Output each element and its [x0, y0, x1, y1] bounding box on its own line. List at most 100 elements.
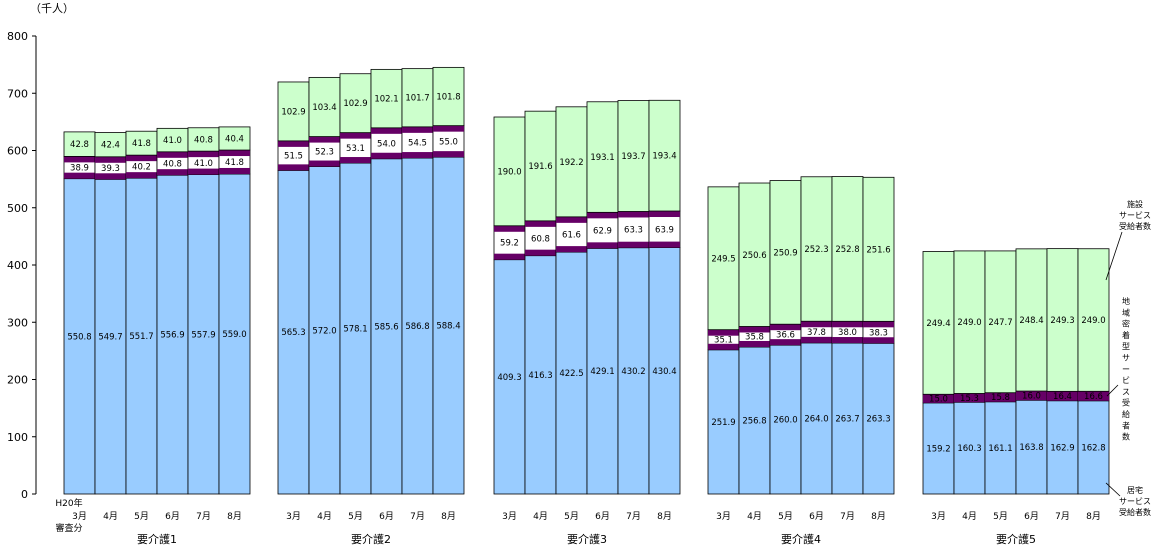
month-label: 5月	[134, 511, 149, 522]
shisetsu-bar	[831, 176, 864, 322]
chiiki-upper-band	[219, 150, 250, 157]
month-label: 8月	[227, 511, 242, 522]
chiiki-lower-band	[340, 157, 371, 164]
chiiki-lower-band	[739, 340, 770, 347]
legend-chiiki-text: 着	[1122, 330, 1130, 340]
month-label: 7月	[1055, 511, 1070, 522]
chiiki-value-label: 15.8	[991, 393, 1010, 403]
kyotaku-bar	[308, 166, 341, 495]
chiiki-value-label: 36.6	[776, 331, 795, 341]
shisetsu-value-label: 102.9	[281, 107, 305, 117]
month-label: 3月	[716, 511, 731, 522]
kyotaku-value-label: 162.9	[1050, 443, 1074, 453]
chiiki-lower-band	[708, 343, 739, 350]
month-label: 8月	[1086, 511, 1101, 522]
kyotaku-bar	[187, 174, 220, 495]
shisetsu-bar	[401, 68, 434, 128]
chiiki-value-label: 16.4	[1053, 392, 1072, 402]
kyotaku-value-label: 264.0	[804, 414, 828, 424]
chiiki-value-label: 15.3	[960, 394, 979, 404]
y-tick-label: 500	[7, 202, 28, 215]
chiiki-upper-band	[309, 136, 340, 143]
shisetsu-bar	[370, 68, 403, 129]
kyotaku-bar	[94, 178, 127, 495]
legend-shisetsu-text: サービス	[1119, 211, 1151, 220]
chiiki-value-label: 38.3	[869, 328, 888, 338]
month-label: 6月	[379, 511, 394, 522]
legend-chiiki-text: ビ	[1122, 376, 1130, 385]
legend-chiiki-text: 数	[1122, 432, 1130, 442]
chiiki-value-label: 41.8	[225, 158, 244, 168]
month-label: 3月	[72, 511, 87, 522]
kyotaku-bar	[370, 158, 403, 495]
chiiki-lower-band	[1047, 394, 1078, 401]
kyotaku-bar	[125, 177, 158, 495]
chiiki-upper-band	[402, 126, 433, 133]
chiiki-upper-band	[587, 212, 618, 219]
shisetsu-value-label: 40.4	[225, 134, 244, 144]
chiiki-value-label: 63.3	[624, 226, 643, 236]
shisetsu-value-label: 42.4	[101, 141, 120, 151]
kyotaku-bar	[401, 157, 434, 495]
kyotaku-value-label: 585.6	[374, 322, 398, 332]
shisetsu-bar	[984, 250, 1017, 394]
legend-chiiki-text: 給	[1122, 409, 1130, 419]
legend-kyotaku-text: サービス	[1119, 497, 1151, 506]
shisetsu-bar	[493, 116, 526, 227]
month-label: 4月	[103, 511, 118, 522]
chiiki-upper-band	[801, 321, 832, 328]
kyotaku-bar	[1077, 400, 1110, 495]
shisetsu-value-label: 192.2	[559, 158, 583, 168]
kyotaku-value-label: 551.7	[129, 332, 153, 342]
group-label: 要介護2	[351, 532, 391, 546]
shisetsu-bar	[738, 182, 771, 327]
shisetsu-value-label: 101.7	[405, 94, 429, 104]
kyotaku-value-label: 263.3	[866, 415, 890, 425]
first-month-suffix: 審査分	[55, 522, 82, 534]
legend-chiiki-text: 者	[1122, 421, 1130, 430]
chiiki-lower-band	[278, 164, 309, 171]
chiiki-upper-band	[985, 392, 1016, 399]
shisetsu-bar	[339, 73, 372, 134]
kyotaku-value-label: 429.1	[590, 367, 614, 377]
month-label: 4月	[533, 511, 548, 522]
chiiki-upper-band	[1016, 391, 1047, 398]
shisetsu-value-label: 102.9	[343, 99, 367, 109]
chiiki-value-label: 16.6	[1084, 392, 1103, 402]
legend-chiiki-leader	[1106, 384, 1119, 397]
kyotaku-value-label: 422.5	[559, 369, 583, 379]
chiiki-value-label: 35.8	[745, 333, 764, 343]
shisetsu-bar	[63, 131, 96, 157]
chiiki-upper-band	[433, 125, 464, 132]
kyotaku-bar	[984, 401, 1017, 495]
legend-chiiki-text: サ	[1122, 354, 1130, 363]
shisetsu-value-label: 249.0	[1081, 316, 1105, 326]
chiiki-value-label: 52.3	[315, 148, 334, 158]
chiiki-upper-band	[863, 321, 894, 328]
legend-chiiki-text: 地	[1122, 296, 1130, 306]
chiiki-value-label: 16.0	[1022, 392, 1041, 402]
kyotaku-value-label: 586.8	[405, 322, 429, 332]
month-label: 7月	[410, 511, 425, 522]
shisetsu-value-label: 252.8	[835, 245, 859, 255]
kyotaku-bar	[156, 174, 189, 495]
kyotaku-value-label: 559.0	[222, 330, 246, 340]
month-label: 8月	[871, 511, 886, 522]
kyotaku-value-label: 409.3	[497, 373, 521, 383]
kyotaku-value-label: 572.0	[312, 326, 336, 336]
chiiki-upper-band	[371, 127, 402, 134]
kyotaku-value-label: 161.1	[988, 444, 1012, 454]
legend-chiiki-text: 型	[1122, 342, 1130, 351]
chiiki-value-label: 54.5	[408, 138, 427, 148]
kyotaku-value-label: 251.9	[711, 418, 735, 428]
shisetsu-bar	[586, 101, 619, 213]
legend-shisetsu-text: 受給者数	[1119, 221, 1151, 231]
shisetsu-value-label: 41.8	[132, 139, 151, 149]
y-tick-label: 100	[7, 431, 28, 444]
shisetsu-value-label: 103.4	[312, 103, 336, 113]
chiiki-upper-band	[649, 211, 680, 218]
kyotaku-value-label: 163.8	[1019, 443, 1043, 453]
shisetsu-bar	[953, 250, 986, 394]
chiiki-upper-band	[923, 394, 954, 401]
kyotaku-bar	[769, 344, 802, 495]
